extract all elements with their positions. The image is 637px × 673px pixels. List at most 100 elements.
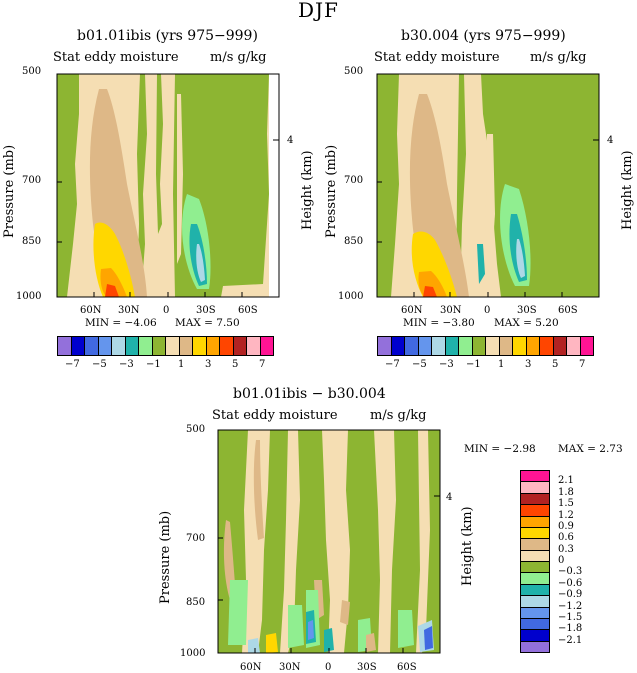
- panel1-legend-label-6: 3: [205, 359, 212, 370]
- panel1-title: b01.01ibis (yrs 975−999): [77, 28, 258, 44]
- panel3-legend-label-10: −0.6: [558, 577, 583, 589]
- panel1-legend-swatch-9: [165, 336, 180, 356]
- panel1-legend-swatch-6: [124, 336, 139, 356]
- panel3-ytick-500: 500: [186, 424, 206, 435]
- panel2-xtick-30S: 30S: [517, 305, 537, 316]
- panel2-legend-swatch-12: [525, 336, 540, 356]
- panel1-ylabel: Pressure (mb): [2, 144, 17, 238]
- panel2-ytick-850: 850: [344, 236, 364, 247]
- panel1-legend-swatch-2: [70, 336, 85, 356]
- panel3-ytick-700: 700: [186, 533, 206, 544]
- panel3-ylabel: Pressure (mb): [158, 510, 173, 604]
- panel2-xtick-60N: 60N: [401, 305, 423, 316]
- panel3-legend-swatch-16: [520, 640, 550, 653]
- panel1-max-label: MAX = 7.50: [175, 317, 240, 329]
- panel1-ytick-1000: 1000: [16, 291, 42, 302]
- panel3-subtitle-left: Stat eddy moisture: [212, 408, 338, 423]
- panel1-legend-swatch-7: [138, 336, 153, 356]
- panel1-legend-swatch-15: [246, 336, 261, 356]
- panel2-legend-label-4: −1: [466, 359, 481, 370]
- panel3-legend-labels: 2.1 1.8 1.5 1.2 0.9 0.6 0.3 0 −0.3 −0.6 −0.9 −1.2 −1…: [558, 470, 598, 652]
- panel2-y2tick-4: 4: [607, 135, 614, 146]
- panel1-legend-swatch-13: [219, 336, 234, 356]
- panel2-subtitle-right: m/s g/kg: [530, 50, 587, 65]
- panel3-legend-label-2: 1.8: [558, 486, 574, 498]
- panel3-legend-swatches: [520, 470, 550, 653]
- panel2-legend-swatch-9: [485, 336, 500, 356]
- panel3-legend-label-14: −1.8: [558, 623, 583, 635]
- panel3-legend-label-13: −1.5: [558, 611, 583, 623]
- panel1-legend-swatch-14: [232, 336, 247, 356]
- panel2-ylabel: Pressure (mb): [324, 144, 339, 238]
- panel3-xtick-30N: 30N: [279, 662, 301, 673]
- panel1-xtick-60N: 60N: [80, 305, 102, 316]
- panel2-legend-swatch-14: [552, 336, 567, 356]
- panel3-legend-label-5: 0.9: [558, 520, 574, 532]
- panel2-legend-label-6: 3: [525, 359, 532, 370]
- panel3-xtick-60S: 60S: [397, 662, 417, 673]
- panel1-legend-swatch-16: [259, 336, 274, 356]
- panel2-legend-label-8: 7: [579, 359, 586, 370]
- panel2-subtitle-left: Stat eddy moisture: [374, 50, 500, 65]
- panel2-legend-label-1: −7: [385, 359, 400, 370]
- panel2-legend-swatch-16: [579, 336, 594, 356]
- panel3-plot: [217, 429, 441, 654]
- panel1-legend-swatch-10: [178, 336, 193, 356]
- panel1-legend-label-4: −1: [146, 359, 161, 370]
- panel3-legend-label-3: 1.5: [558, 498, 574, 510]
- panel1-xtick-30N: 30N: [118, 305, 140, 316]
- panel1-ytick-850: 850: [22, 236, 42, 247]
- panel1-legend-swatch-11: [192, 336, 207, 356]
- panel2-ytick-500: 500: [344, 66, 364, 77]
- panel1-legend: [57, 336, 274, 356]
- panel1-y2tick-4: 4: [287, 135, 294, 146]
- panel3-y2label: Height (km): [460, 506, 475, 586]
- panel1-plot: [56, 73, 280, 298]
- panel2-legend-swatches: [377, 336, 594, 356]
- panel2-legend-swatch-7: [458, 336, 473, 356]
- panel3-legend: [520, 470, 550, 653]
- panel1-legend-swatch-3: [84, 336, 99, 356]
- panel3-title: b01.01ibis − b30.004: [233, 386, 386, 402]
- panel1-xtick-0: 0: [163, 305, 170, 316]
- panel3-legend-label-4: 1.2: [558, 509, 574, 521]
- panel3-legend-label-8: 0: [558, 555, 565, 566]
- panel3-max-label: MAX = 2.73: [558, 443, 623, 455]
- panel2-legend-swatch-4: [417, 336, 432, 356]
- panel1-legend-label-5: 1: [178, 359, 185, 370]
- panel3-xtick-60N: 60N: [240, 662, 262, 673]
- panel1-legend-label-7: 5: [232, 359, 239, 370]
- panel1-ytick-700: 700: [22, 175, 42, 186]
- panel3-ytick-1000: 1000: [180, 648, 206, 659]
- panel1-legend-label-3: −3: [119, 359, 134, 370]
- panel1-legend-swatch-8: [151, 336, 166, 356]
- panel1-legend-swatch-4: [97, 336, 112, 356]
- panel2-legend-swatch-6: [444, 336, 459, 356]
- panel1-legend-label-8: 7: [259, 359, 266, 370]
- panel2-ytick-1000: 1000: [338, 291, 364, 302]
- panel2-max-label: MAX = 5.20: [494, 317, 559, 329]
- panel2-xtick-60S: 60S: [558, 305, 578, 316]
- panel3-legend-label-11: −0.9: [558, 589, 583, 601]
- panel1-min-label: MIN = −4.06: [85, 317, 157, 329]
- panel3-legend-label-9: −0.3: [558, 566, 583, 578]
- panel1-legend-swatch-12: [205, 336, 220, 356]
- panel1-legend-swatch-1: [57, 336, 72, 356]
- panel1-ytick-500: 500: [22, 66, 42, 77]
- figure-title: DJF: [298, 0, 339, 22]
- panel2-legend-swatch-8: [471, 336, 486, 356]
- panel2-ytick-700: 700: [344, 175, 364, 186]
- panel2-plot: [376, 73, 600, 298]
- panel3-subtitle-right: m/s g/kg: [370, 408, 427, 423]
- panel2-min-label: MIN = −3.80: [403, 317, 475, 329]
- panel2-xtick-30N: 30N: [440, 305, 462, 316]
- panel3-legend-label-15: −2.1: [558, 634, 583, 646]
- panel3-ytick-850: 850: [186, 597, 206, 608]
- panel3-y2tick-4: 4: [446, 492, 453, 503]
- panel2-legend: [377, 336, 594, 356]
- panel3-legend-label-6: 0.6: [558, 532, 574, 544]
- panel2-legend-swatch-10: [498, 336, 513, 356]
- panel1-xtick-60S: 60S: [238, 305, 258, 316]
- panel2-y2label: Height (km): [620, 150, 635, 230]
- panel2-title: b30.004 (yrs 975−999): [401, 28, 566, 44]
